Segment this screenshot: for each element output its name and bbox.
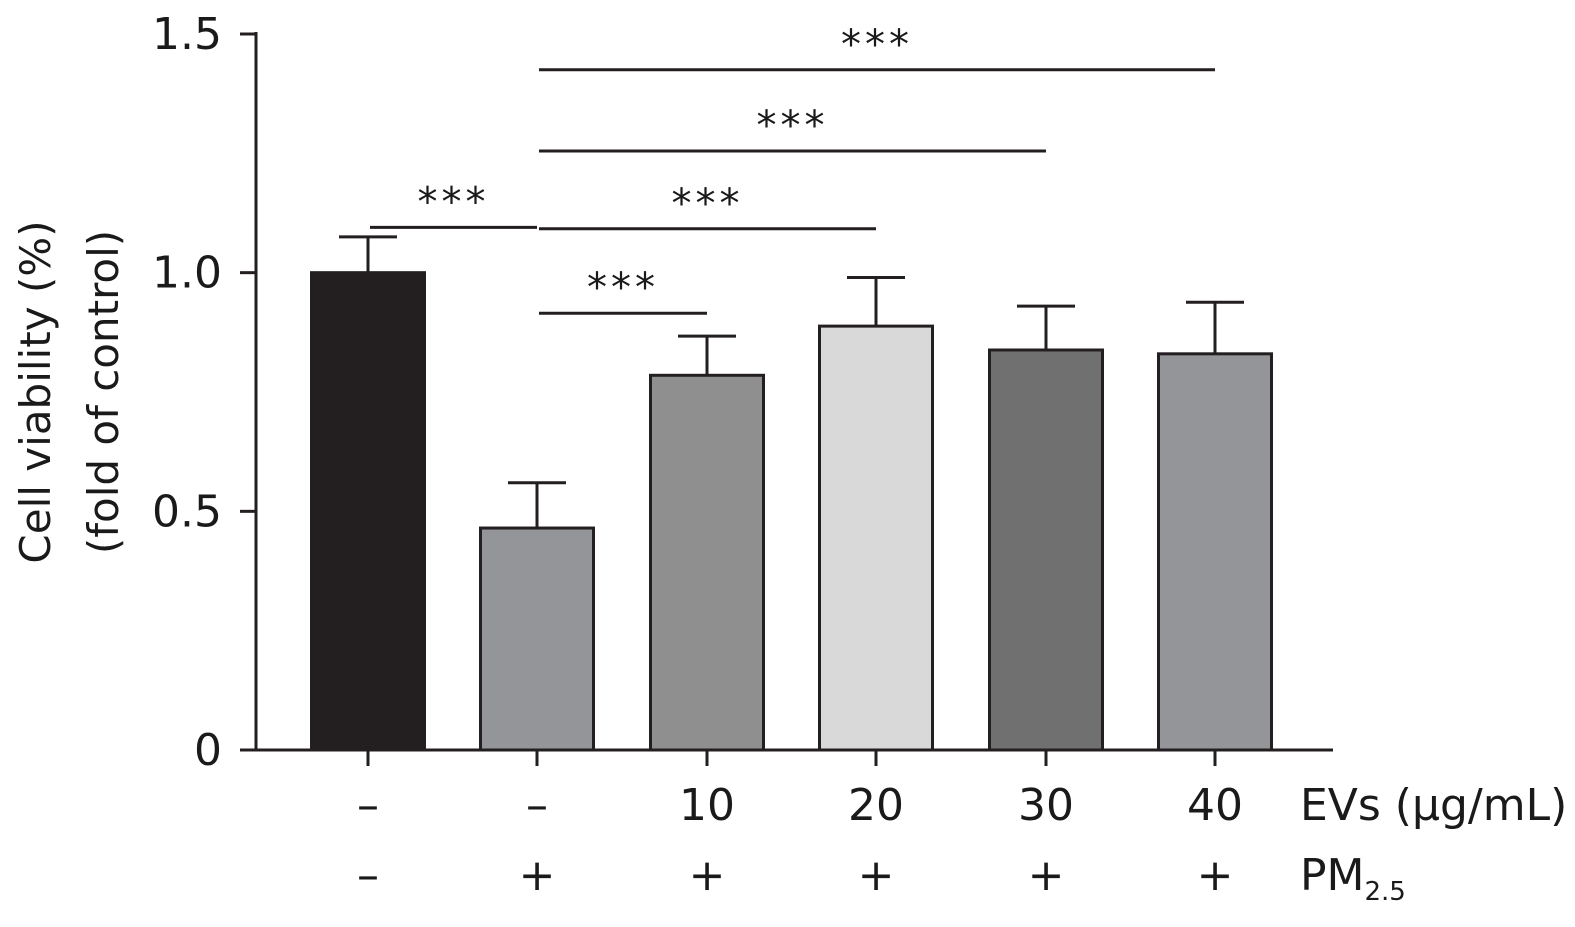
error-bar-3 [678, 334, 736, 376]
bar-4 [818, 324, 934, 752]
condition-row-2: – + + + + + PM2.5 [357, 850, 1406, 907]
error-bars [339, 235, 1244, 529]
significance-label: *** [841, 22, 913, 68]
y-tick-label-2: 0.5 [152, 486, 222, 537]
significance-label: *** [587, 265, 659, 311]
y-tick-label-4: 1.5 [152, 9, 222, 60]
significance-bracket-3: *** [539, 181, 876, 231]
condition-value: 40 [1187, 780, 1243, 831]
condition-row-label: EVs (μg/mL) [1300, 780, 1567, 831]
condition-value: – [526, 780, 548, 831]
y-axis-title: Cell viability (%) (fold of control) [11, 220, 128, 563]
condition-value: 30 [1018, 780, 1074, 831]
bar-5 [988, 348, 1104, 752]
condition-value: + [1197, 850, 1234, 901]
condition-value: – [357, 850, 379, 901]
condition-value: 10 [679, 780, 735, 831]
significance-bracket-1: *** [370, 179, 537, 229]
condition-value: + [1028, 850, 1065, 901]
condition-value: + [858, 850, 895, 901]
error-bar-6 [1186, 300, 1244, 354]
significance-label: *** [757, 103, 829, 149]
condition-value: + [519, 850, 556, 901]
error-bar-4 [847, 275, 905, 327]
significance-brackets: *** *** *** *** *** [370, 22, 1215, 315]
condition-row-label: PM2.5 [1300, 850, 1406, 907]
y-axis-title-line-1: Cell viability (%) [11, 220, 60, 563]
error-bar-1 [339, 235, 397, 273]
condition-value: 20 [848, 780, 904, 831]
condition-value: – [357, 780, 379, 831]
condition-value: + [689, 850, 726, 901]
significance-label: *** [672, 181, 744, 227]
error-bar-5 [1017, 304, 1075, 350]
error-bar-2 [508, 481, 566, 529]
y-tick-label-3: 1.0 [152, 248, 222, 299]
bar-2 [479, 526, 595, 752]
bar-6 [1157, 352, 1273, 752]
significance-bracket-4: *** [539, 103, 1046, 153]
condition-row-label-subscript: 2.5 [1365, 877, 1406, 907]
bars [310, 271, 1273, 752]
significance-bracket-2: *** [539, 265, 707, 315]
significance-label: *** [418, 179, 490, 225]
significance-bracket-5: *** [539, 22, 1215, 72]
axes: 0 0.5 1.0 1.5 [152, 9, 1333, 776]
bar-3 [649, 373, 765, 752]
condition-row-1: – – 10 20 30 40 EVs (μg/mL) [357, 780, 1567, 831]
y-axis-title-line-2: (fold of control) [79, 230, 128, 554]
y-tick-label-1: 0 [194, 725, 222, 776]
bar-1 [310, 271, 426, 752]
condition-rows: – – 10 20 30 40 EVs (μg/mL) – + + + + + PM2.5 [357, 780, 1567, 907]
